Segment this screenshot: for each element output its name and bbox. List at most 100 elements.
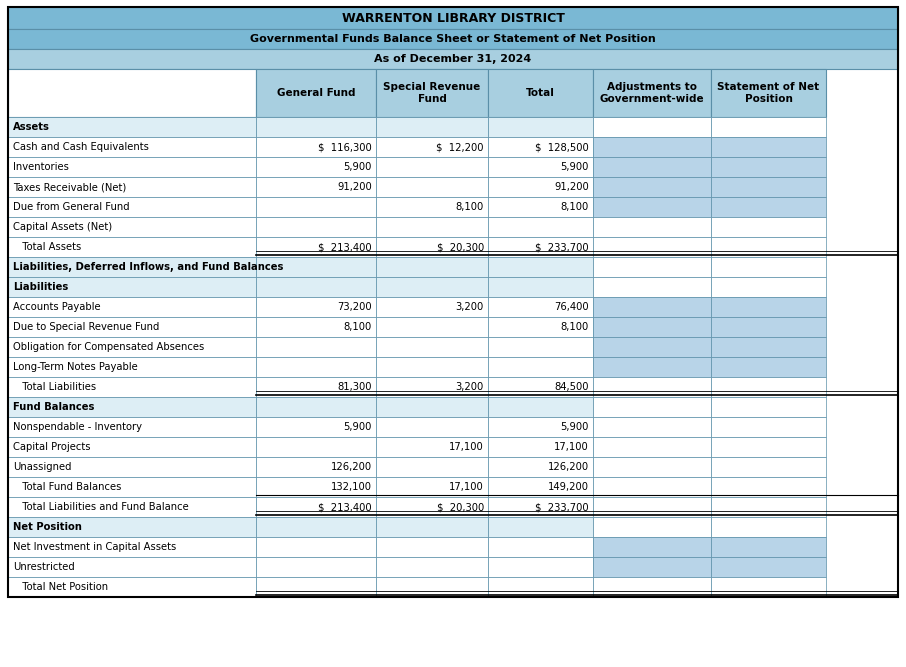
Bar: [8, 437, 256, 457]
Bar: [376, 69, 488, 117]
Bar: [488, 217, 593, 237]
Text: 149,200: 149,200: [548, 482, 589, 492]
Text: WARRENTON LIBRARY DISTRICT: WARRENTON LIBRARY DISTRICT: [342, 11, 564, 25]
Bar: [8, 257, 256, 277]
Bar: [711, 357, 826, 377]
Bar: [711, 157, 826, 177]
Bar: [488, 477, 593, 497]
Bar: [8, 297, 256, 317]
Bar: [8, 377, 256, 397]
Bar: [488, 417, 593, 437]
Bar: [488, 177, 593, 197]
Text: Taxes Receivable (Net): Taxes Receivable (Net): [13, 182, 126, 192]
Bar: [711, 497, 826, 517]
Bar: [593, 557, 711, 577]
Text: Unrestricted: Unrestricted: [13, 562, 75, 572]
Bar: [711, 277, 826, 297]
Bar: [488, 257, 593, 277]
Bar: [8, 317, 256, 337]
Text: General Fund: General Fund: [276, 88, 355, 98]
Bar: [711, 217, 826, 237]
Bar: [711, 417, 826, 437]
Bar: [593, 397, 711, 417]
Bar: [593, 257, 711, 277]
Bar: [376, 177, 488, 197]
Bar: [488, 137, 593, 157]
Bar: [593, 417, 711, 437]
Bar: [711, 397, 826, 417]
Bar: [711, 537, 826, 557]
Text: 73,200: 73,200: [337, 302, 372, 312]
Bar: [711, 117, 826, 137]
Bar: [711, 297, 826, 317]
Bar: [256, 157, 376, 177]
Bar: [8, 237, 256, 257]
Bar: [8, 477, 256, 497]
Bar: [593, 117, 711, 137]
Bar: [593, 497, 711, 517]
Text: 5,900: 5,900: [343, 422, 372, 432]
Bar: [376, 557, 488, 577]
Bar: [488, 157, 593, 177]
Bar: [8, 197, 256, 217]
Bar: [8, 457, 256, 477]
Bar: [256, 237, 376, 257]
Text: Total Assets: Total Assets: [13, 242, 82, 252]
Bar: [376, 497, 488, 517]
Bar: [376, 377, 488, 397]
Bar: [711, 377, 826, 397]
Bar: [256, 517, 376, 537]
Bar: [376, 417, 488, 437]
Bar: [256, 537, 376, 557]
Text: 17,100: 17,100: [449, 482, 484, 492]
Bar: [376, 577, 488, 597]
Bar: [488, 377, 593, 397]
Bar: [8, 357, 256, 377]
Bar: [376, 517, 488, 537]
Text: Adjustments to
Government-wide: Adjustments to Government-wide: [600, 82, 704, 104]
Bar: [711, 477, 826, 497]
Text: Nonspendable - Inventory: Nonspendable - Inventory: [13, 422, 142, 432]
Bar: [711, 517, 826, 537]
Bar: [488, 197, 593, 217]
Bar: [711, 317, 826, 337]
Text: $  12,200: $ 12,200: [437, 142, 484, 152]
Bar: [256, 377, 376, 397]
Bar: [488, 297, 593, 317]
Text: 126,200: 126,200: [548, 462, 589, 472]
Bar: [256, 357, 376, 377]
Text: Accounts Payable: Accounts Payable: [13, 302, 101, 312]
Bar: [488, 557, 593, 577]
Bar: [256, 457, 376, 477]
Text: 126,200: 126,200: [331, 462, 372, 472]
Text: 81,300: 81,300: [338, 382, 372, 392]
Text: Cash and Cash Equivalents: Cash and Cash Equivalents: [13, 142, 149, 152]
Bar: [256, 69, 376, 117]
Bar: [593, 377, 711, 397]
Bar: [8, 577, 256, 597]
Bar: [488, 537, 593, 557]
Bar: [488, 277, 593, 297]
Bar: [376, 237, 488, 257]
Bar: [256, 297, 376, 317]
Bar: [376, 277, 488, 297]
Text: Governmental Funds Balance Sheet or Statement of Net Position: Governmental Funds Balance Sheet or Stat…: [250, 34, 656, 44]
Bar: [376, 217, 488, 237]
Bar: [376, 317, 488, 337]
Text: $  116,300: $ 116,300: [318, 142, 372, 152]
Bar: [711, 457, 826, 477]
Bar: [256, 577, 376, 597]
Text: 84,500: 84,500: [554, 382, 589, 392]
Bar: [8, 117, 256, 137]
Text: 5,900: 5,900: [343, 162, 372, 172]
Bar: [593, 237, 711, 257]
Bar: [593, 137, 711, 157]
Text: Capital Assets (Net): Capital Assets (Net): [13, 222, 112, 232]
Text: $  20,300: $ 20,300: [437, 502, 484, 512]
Bar: [593, 537, 711, 557]
Text: 5,900: 5,900: [561, 162, 589, 172]
Text: 8,100: 8,100: [561, 202, 589, 212]
Bar: [376, 117, 488, 137]
Bar: [8, 277, 256, 297]
Bar: [8, 557, 256, 577]
